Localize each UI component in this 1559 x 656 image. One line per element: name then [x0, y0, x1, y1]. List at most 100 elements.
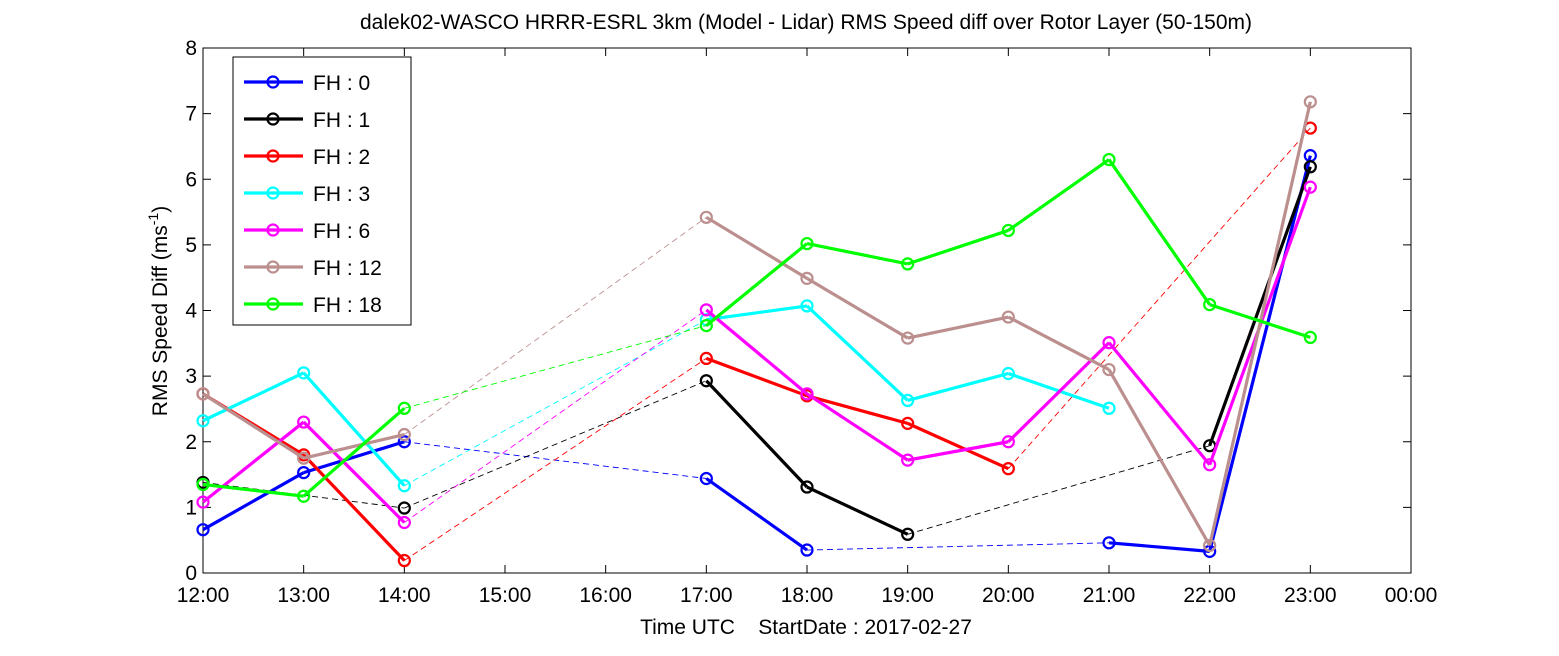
- data-point: [1102, 401, 1116, 415]
- series-line-segment: [907, 421, 1009, 471]
- data-point: [397, 515, 411, 530]
- data-point: [1102, 536, 1116, 550]
- legend-item: FH : 3: [244, 183, 370, 206]
- data-point: [1001, 310, 1015, 324]
- x-tick-label: 00:00: [1385, 584, 1438, 607]
- data-point: [397, 553, 411, 568]
- data-point: [901, 527, 915, 541]
- y-axis-label-close: ): [149, 206, 172, 213]
- series-gap-segment: [806, 542, 1110, 551]
- data-point: [800, 543, 814, 557]
- x-tick-label: 12:00: [177, 584, 230, 607]
- series-line-segment: [1007, 315, 1110, 371]
- legend-swatch-marker: [266, 112, 280, 126]
- x-tick-label: 23:00: [1284, 584, 1337, 607]
- data-point: [800, 271, 814, 285]
- legend-swatch-marker: [266, 75, 280, 89]
- series-line-segment: [202, 420, 305, 504]
- legend-swatch-marker: [266, 149, 280, 163]
- data-point: [1102, 362, 1116, 377]
- series-line-segment: [1209, 303, 1311, 339]
- data-point: [901, 393, 915, 408]
- series-line-segment: [705, 215, 808, 280]
- x-tick-label: 13:00: [277, 584, 330, 607]
- series-gap-segment: [404, 319, 707, 487]
- legend-item: FH : 6: [244, 220, 370, 243]
- series-line-segment: [806, 276, 909, 340]
- data-point: [1203, 544, 1217, 558]
- series-line-segment: [907, 440, 1009, 462]
- legend-label: FH : 18: [313, 294, 382, 317]
- legend-item: FH : 12: [244, 257, 382, 280]
- data-point: [1203, 538, 1217, 553]
- legend-label: FH : 1: [313, 109, 370, 132]
- series-gap-segment: [1007, 127, 1311, 469]
- series-line-segment: [806, 394, 909, 425]
- data-point: [397, 435, 411, 449]
- data-point: [1303, 160, 1317, 174]
- legend-box: [232, 56, 412, 326]
- data-point: [1001, 223, 1015, 238]
- data-point: [196, 477, 210, 492]
- data-point: [1303, 330, 1317, 345]
- data-point: [1203, 458, 1217, 472]
- data-point: [901, 416, 915, 430]
- x-tick-label: 22:00: [1183, 584, 1236, 607]
- series-line-segment: [907, 315, 1009, 340]
- data-point: [297, 451, 311, 465]
- x-tick-label: 20:00: [982, 584, 1035, 607]
- series-fh-2: [196, 121, 1317, 568]
- legend-item: FH : 18: [244, 294, 382, 317]
- series-line-segment: [1108, 541, 1210, 553]
- legend-swatch-marker: [266, 260, 280, 274]
- data-point: [800, 480, 814, 494]
- data-point: [1102, 336, 1116, 350]
- data-point: [1001, 366, 1015, 381]
- y-tick-label: 1: [185, 496, 197, 519]
- series-fh-0: [196, 149, 1317, 558]
- y-tick-label: 6: [185, 168, 197, 191]
- y-tick-label: 8: [185, 37, 197, 60]
- data-point: [196, 414, 210, 428]
- series-line-segment: [1107, 341, 1211, 466]
- x-tick-label: 14:00: [378, 584, 431, 607]
- data-point: [699, 303, 713, 317]
- legend-item: FH : 2: [244, 146, 370, 169]
- y-tick-label: 0: [185, 562, 197, 585]
- series-line-segment: [202, 392, 305, 460]
- legend-label: FH : 2: [313, 146, 370, 169]
- series-line-segment: [705, 308, 809, 396]
- data-point: [800, 387, 814, 401]
- series-gap-segment: [404, 441, 707, 479]
- data-point: [1001, 435, 1015, 449]
- data-point: [397, 427, 411, 442]
- data-point: [397, 501, 411, 515]
- series-line-segment: [1107, 368, 1212, 547]
- y-axis-label-main: RMS Speed Diff (ms: [149, 225, 172, 416]
- data-point: [800, 299, 814, 313]
- data-point: [1001, 462, 1015, 476]
- data-point: [297, 415, 311, 429]
- legend-label: FH : 0: [313, 72, 370, 95]
- x-tick-label: 16:00: [579, 584, 632, 607]
- series-fh-12: [196, 95, 1317, 553]
- x-tick-label: 17:00: [680, 584, 733, 607]
- data-point: [1102, 152, 1116, 167]
- x-tick-label: 21:00: [1083, 584, 1136, 607]
- series-line-segment: [202, 471, 305, 532]
- data-point: [1303, 180, 1317, 194]
- data-point: [397, 479, 411, 493]
- series-line-segment: [302, 371, 406, 487]
- x-tick-label: 19:00: [881, 584, 934, 607]
- x-axis-label: Time UTC StartDate : 2017-02-27: [640, 616, 972, 639]
- data-point: [699, 374, 713, 388]
- series-gap-segment: [404, 309, 707, 523]
- series-line-segment: [1107, 158, 1211, 306]
- series-line-segment: [806, 241, 908, 266]
- y-axis: 0 1 2 3 4 5 6 7 8: [185, 37, 1411, 585]
- series-layer: [196, 95, 1317, 568]
- y-tick-label: 5: [185, 234, 197, 257]
- x-tick-label: 18:00: [781, 584, 834, 607]
- chart-title: dalek02-WASCO HRRR-ESRL 3km (Model - Lid…: [360, 11, 1252, 34]
